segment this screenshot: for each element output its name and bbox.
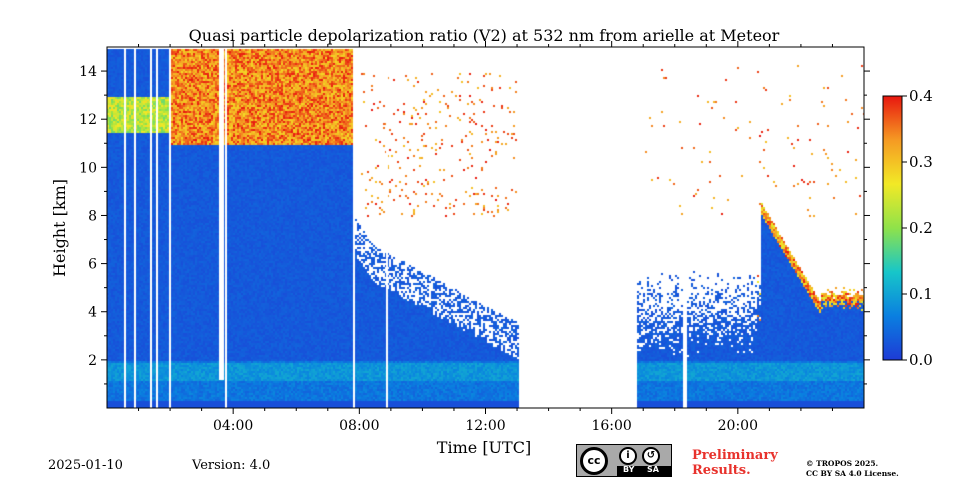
colorbar-tick-label: 0.4 [909, 87, 933, 105]
colorbar-gradient [882, 95, 903, 361]
x-axis-label: Time [UTC] [437, 438, 531, 457]
x-tick-label: 04:00 [213, 418, 253, 434]
y-tick-label: 8 [88, 208, 97, 224]
copyright-notice: © TROPOS 2025. CC BY SA 4.0 License. [806, 459, 899, 479]
plot-area [107, 47, 864, 408]
preliminary-line-1: Preliminary [692, 448, 778, 463]
version-label: Version: 4.0 [192, 458, 271, 473]
colorbar: 0.0 0.1 0.2 0.3 0.4 [882, 87, 933, 369]
axes: 04:00 08:00 12:00 16:00 20:00 2 4 6 8 10 12 14 [79, 41, 870, 434]
colorbar-tick-label: 0.3 [909, 153, 933, 171]
depolarization-heatmap [107, 47, 864, 408]
cc-icon: cc [580, 447, 608, 475]
cc-sa-text: SA [647, 465, 659, 474]
cc-by-text: BY [623, 465, 635, 474]
y-axis-label: Height [km] [50, 179, 69, 277]
x-tick-label: 12:00 [465, 418, 505, 434]
copyright-line-1: © TROPOS 2025. [806, 459, 879, 468]
y-tick-label: 4 [88, 305, 97, 321]
chart-title: Quasi particle depolarization ratio (V2)… [189, 26, 780, 45]
colorbar-tick-label: 0.0 [909, 351, 933, 369]
preliminary-line-2: Results. [692, 463, 751, 478]
date-label: 2025-01-10 [48, 458, 123, 473]
y-tick-label: 12 [79, 112, 97, 128]
y-tick-label: 2 [88, 353, 97, 369]
y-tick-label: 6 [88, 257, 97, 273]
colorbar-tick-label: 0.2 [909, 219, 933, 237]
x-tick-label: 16:00 [591, 418, 631, 434]
copyright-line-2: CC BY SA 4.0 License. [806, 469, 899, 478]
x-tick-label: 08:00 [339, 418, 379, 434]
attribution-icon: i [619, 447, 637, 465]
share-alike-icon: ↺ [642, 447, 660, 465]
cc-license-badge: cc i ↺ BY SA [576, 444, 672, 477]
y-tick-label: 10 [79, 160, 97, 176]
colorbar-tick-label: 0.1 [909, 285, 933, 303]
y-tick-label: 14 [79, 64, 97, 80]
x-tick-label: 20:00 [718, 418, 758, 434]
preliminary-notice: Preliminary Results. [692, 448, 778, 478]
